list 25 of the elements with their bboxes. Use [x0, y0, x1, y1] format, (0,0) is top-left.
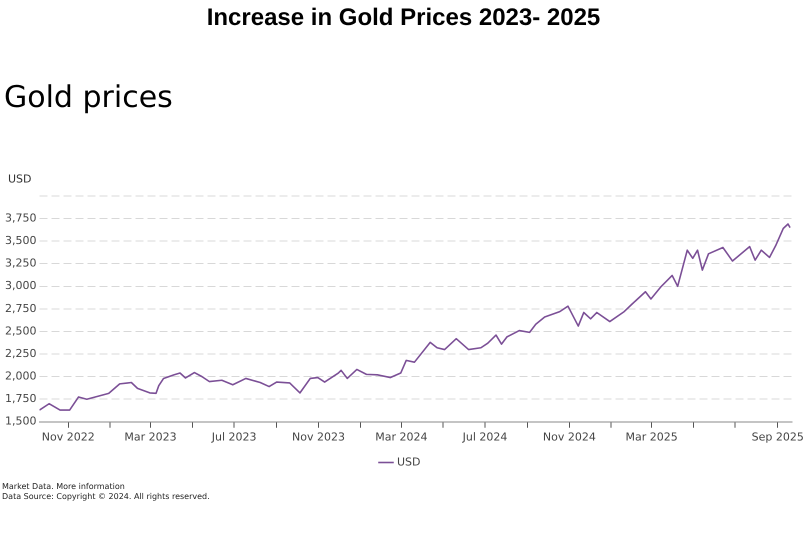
x-tick-label: Nov 2024 [542, 430, 596, 444]
y-tick-label: 3,750 [4, 211, 36, 224]
x-tick-label: Nov 2022 [42, 430, 95, 444]
x-tick-label: Jul 2024 [462, 430, 508, 444]
chart-subtitle: Gold prices [4, 80, 173, 115]
y-tick-label: 1,500 [4, 414, 36, 428]
x-tick-label: Mar 2023 [124, 430, 177, 444]
y-tick-label: 2,250 [4, 346, 36, 360]
y-tick-label: 2,000 [4, 370, 36, 382]
y-axis-title: USD [8, 172, 32, 186]
text: Market Data. More information [2, 482, 126, 492]
x-tick-label: Mar 2024 [375, 430, 428, 444]
legend-label: USD [397, 455, 421, 468]
x-tick-label: Sep 2025 [752, 430, 804, 444]
chart-title: Increase in Gold Prices 2023- 2025 [206, 4, 602, 32]
source-note: Data Source: Copyright © 2024. All rights reserved. [2, 492, 210, 502]
y-tick-label: 3,000 [4, 279, 36, 292]
x-tick-label: Mar 2025 [625, 430, 678, 444]
y-tick-label: 3,500 [4, 234, 36, 248]
x-tick-label: Nov 2023 [292, 430, 345, 444]
x-tick-label: Jul 2023 [210, 430, 257, 444]
y-tick-label: 2,750 [4, 302, 36, 315]
y-tick-label: 3,250 [4, 256, 36, 270]
y-tick-label: 1,750 [4, 392, 36, 406]
y-tick-label: 2,500 [4, 324, 36, 338]
